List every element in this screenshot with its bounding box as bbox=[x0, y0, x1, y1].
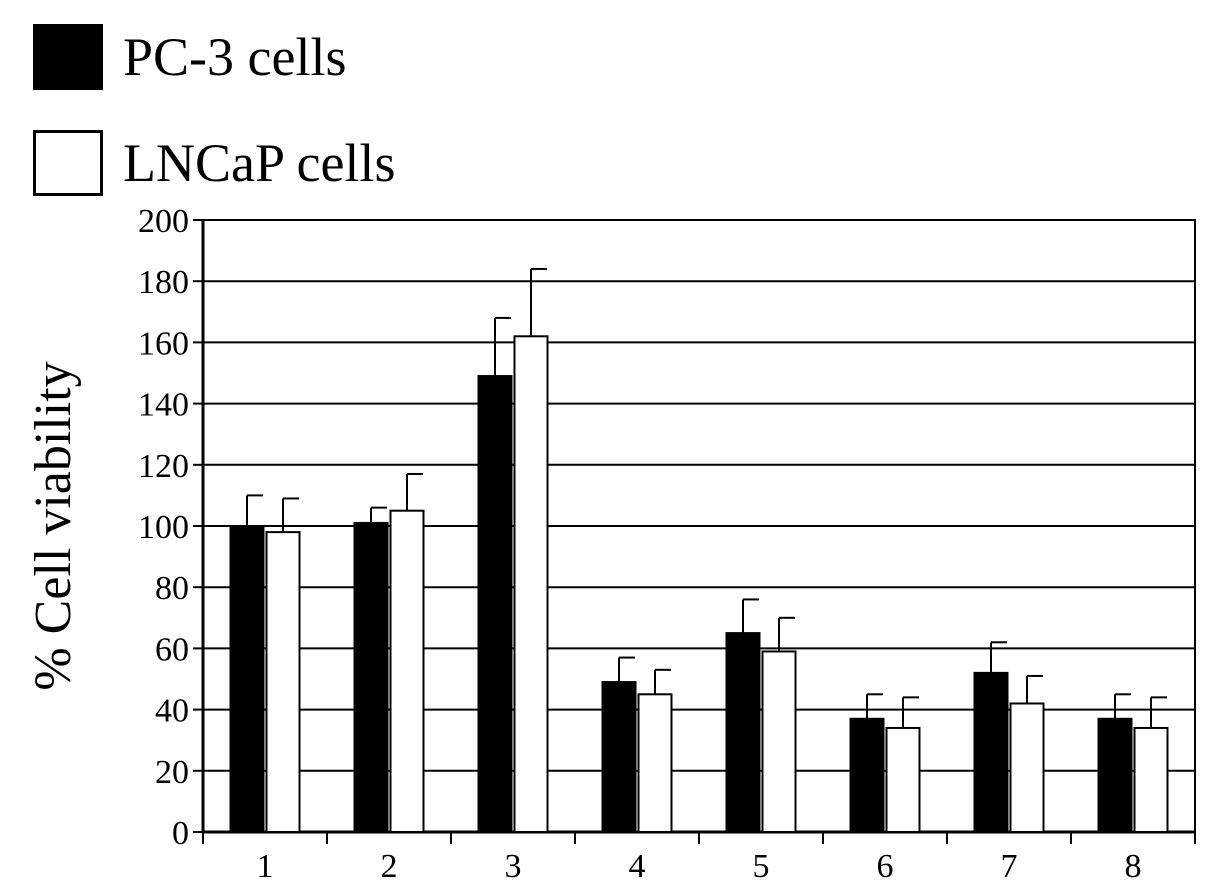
y-tick-label: 120 bbox=[138, 448, 189, 485]
bar-pc3 bbox=[849, 717, 885, 834]
bar-lncap bbox=[513, 335, 549, 833]
bar-lncap bbox=[761, 650, 797, 834]
bar-lncap bbox=[265, 531, 301, 833]
legend-item-pc3: PC-3 cells bbox=[33, 24, 347, 90]
bar-pc3 bbox=[1097, 717, 1133, 834]
y-tick-label: 140 bbox=[138, 387, 189, 424]
y-tick-label: 160 bbox=[138, 325, 189, 362]
bar-pc3 bbox=[973, 671, 1009, 833]
bar-pc3 bbox=[725, 632, 761, 833]
y-tick-label: 180 bbox=[138, 264, 189, 301]
x-tick-label: 8 bbox=[1125, 848, 1142, 885]
legend-swatch-pc3 bbox=[33, 24, 103, 90]
legend-swatch-lncap bbox=[33, 130, 103, 196]
x-tick-label: 7 bbox=[1001, 848, 1018, 885]
bar-lncap bbox=[1133, 726, 1169, 834]
x-tick-label: 6 bbox=[877, 848, 894, 885]
bar-pc3 bbox=[477, 375, 513, 833]
x-tick-label: 4 bbox=[629, 848, 646, 885]
y-tick-label: 40 bbox=[155, 693, 189, 730]
y-tick-label: 100 bbox=[138, 509, 189, 546]
x-tick-label: 3 bbox=[505, 848, 522, 885]
x-tick-label: 2 bbox=[381, 848, 398, 885]
bar-lncap bbox=[1009, 702, 1045, 833]
y-tick-label: 20 bbox=[155, 754, 189, 791]
y-axis-label: % Cell viability bbox=[25, 361, 82, 690]
y-tick-label: 60 bbox=[155, 631, 189, 668]
y-tick-label: 0 bbox=[172, 815, 189, 852]
x-tick-label: 1 bbox=[257, 848, 274, 885]
bar-pc3 bbox=[353, 521, 389, 833]
bar-pc3 bbox=[601, 681, 637, 833]
x-tick-label: 5 bbox=[753, 848, 770, 885]
legend-label-pc3: PC-3 cells bbox=[123, 27, 347, 87]
legend-label-lncap: LNCaP cells bbox=[123, 133, 396, 193]
bar-lncap bbox=[637, 693, 673, 833]
bar-lncap bbox=[389, 509, 425, 833]
legend-item-lncap: LNCaP cells bbox=[33, 130, 395, 196]
y-tick-label: 200 bbox=[138, 203, 189, 240]
bar-pc3 bbox=[229, 525, 265, 833]
bar-lncap bbox=[885, 726, 921, 834]
y-tick-label: 80 bbox=[155, 570, 189, 607]
